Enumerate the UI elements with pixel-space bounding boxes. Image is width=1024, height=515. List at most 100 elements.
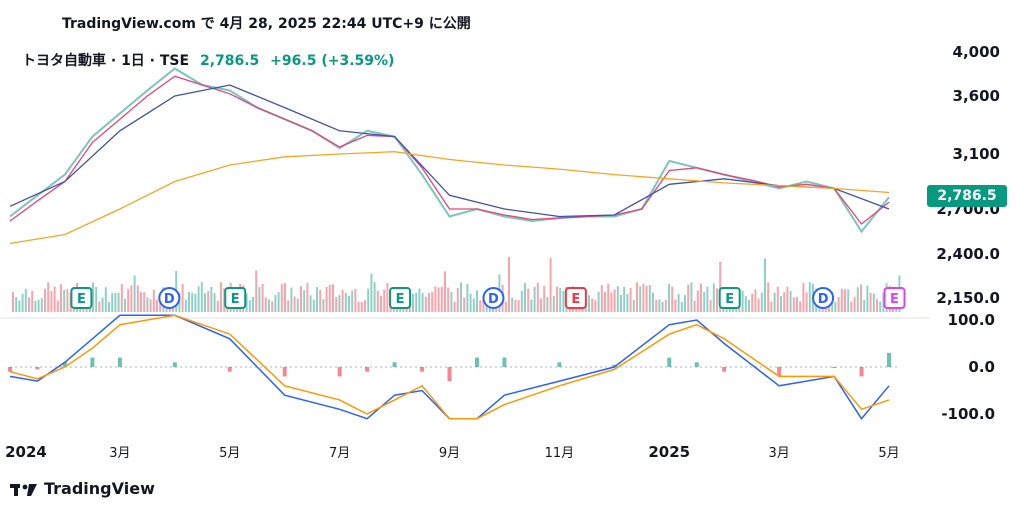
volume-bar <box>357 301 360 312</box>
volume-bar <box>146 297 149 312</box>
volume-bar <box>447 287 450 312</box>
earnings-marker <box>389 287 412 309</box>
macd-histogram-bar <box>832 367 837 368</box>
event-label: E <box>231 292 240 307</box>
volume-bar <box>63 289 66 312</box>
volume-bar <box>40 298 43 312</box>
macd-histogram-bar <box>722 367 727 372</box>
volume-bar <box>344 292 347 312</box>
volume-bar <box>303 290 306 312</box>
volume-bar <box>703 291 706 312</box>
volume-bar <box>456 287 459 312</box>
volume-bar <box>840 288 843 312</box>
volume-bar <box>716 288 718 312</box>
volume-bar <box>837 297 840 312</box>
volume-bar <box>748 300 750 312</box>
volume-bar <box>53 286 56 312</box>
volume-bar <box>549 258 552 312</box>
volume-bar <box>60 284 62 312</box>
volume-bar <box>636 282 638 312</box>
volume-bar <box>360 301 363 312</box>
volume-bar <box>252 296 254 312</box>
volume-bar <box>796 296 798 312</box>
volume-bar <box>559 287 562 312</box>
volume-bar <box>300 286 302 312</box>
volume-bar <box>194 293 197 312</box>
volume-bar <box>21 293 24 312</box>
dividend-marker <box>812 287 835 309</box>
volume-bar <box>453 301 456 312</box>
volume-bar <box>847 289 850 312</box>
volume-bar <box>786 286 789 312</box>
volume-bar <box>869 292 872 312</box>
macd-histogram-bar <box>612 364 617 367</box>
volume-bar <box>15 297 18 312</box>
volume-bar <box>309 295 312 312</box>
volume-bar <box>479 300 482 312</box>
price-lines <box>9 67 890 245</box>
volume-bar <box>485 301 488 312</box>
volume-bar <box>607 283 610 312</box>
volume-bar <box>421 292 424 312</box>
volume-bar <box>533 286 536 312</box>
price-change-label: +96.5 (+3.59%) <box>270 53 395 69</box>
volume-bar <box>280 284 283 312</box>
volume-bar <box>50 291 53 312</box>
volume-bar <box>296 298 299 312</box>
volume-bar <box>540 298 542 312</box>
volume-bar <box>684 294 686 312</box>
series-ma_slow <box>9 151 890 245</box>
volume-bar <box>674 299 677 312</box>
volume-bar <box>872 293 875 312</box>
volume-bar <box>316 287 318 312</box>
volume-bar <box>184 299 187 312</box>
volume-bar <box>287 300 290 312</box>
volume-bar <box>616 286 619 312</box>
earnings-marker <box>718 287 741 309</box>
volume-bar <box>623 286 626 312</box>
volume-bar <box>216 300 219 312</box>
volume-bar <box>373 282 376 312</box>
volume-bar <box>114 292 117 312</box>
volume-bar <box>668 283 670 312</box>
brand-footer[interactable]: TradingView <box>10 479 155 498</box>
volume-bar <box>424 296 427 312</box>
volume-bar <box>834 301 837 312</box>
macd-histogram-bar <box>777 367 782 377</box>
volume-bar <box>18 300 21 312</box>
volume-bar <box>204 293 206 312</box>
volume-bar <box>773 292 776 312</box>
event-label: E <box>396 292 405 307</box>
volume-bar <box>108 301 110 312</box>
volume-bar <box>31 290 34 312</box>
volume-bar <box>530 299 533 312</box>
volume-bar <box>706 286 709 312</box>
volume-bar <box>255 270 258 312</box>
volume-bar <box>354 288 357 312</box>
event-label: D <box>164 292 175 307</box>
volume-bar <box>776 286 779 312</box>
macd-tick-label: 100.0 <box>948 311 995 329</box>
volume-bar <box>66 288 69 312</box>
volume-bar <box>44 288 46 312</box>
volume-bar <box>258 287 261 312</box>
volume-bar <box>844 289 846 312</box>
volume-bar <box>271 301 274 312</box>
volume-bar <box>140 292 142 312</box>
volume-bar <box>805 292 808 312</box>
volume-bar <box>639 286 642 312</box>
volume-bar <box>508 257 510 312</box>
volume-bar <box>149 299 152 312</box>
volume-bar <box>248 300 251 312</box>
volume-bar <box>696 290 699 312</box>
volume-bar <box>652 292 654 312</box>
volume-bar <box>556 286 558 312</box>
volume-bar <box>709 300 712 312</box>
series-ma_fast <box>9 75 890 225</box>
macd-histogram-bar <box>90 357 95 367</box>
volume-bar <box>591 298 594 312</box>
volume-bar <box>127 288 130 312</box>
volume-bar <box>472 298 475 312</box>
volume-bar <box>687 284 690 312</box>
